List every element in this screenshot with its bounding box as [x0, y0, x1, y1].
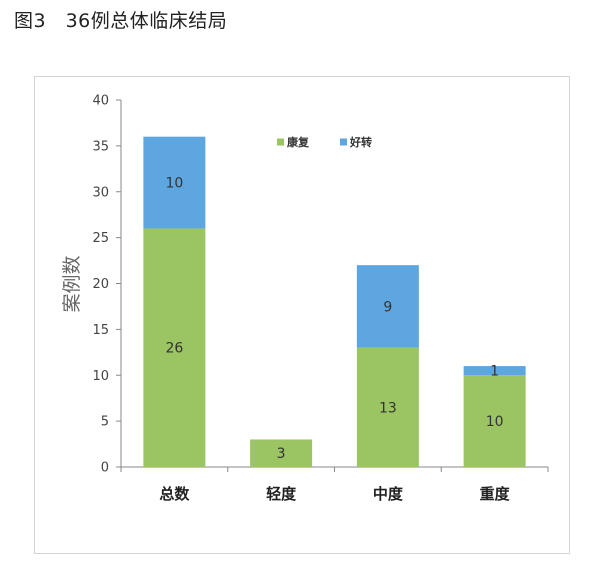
data-label: 13: [379, 400, 397, 416]
data-labels: 26 10 3 13 9 10 1: [165, 176, 503, 463]
bar-segment: [143, 136, 206, 229]
y-tick-label: 15: [92, 323, 109, 338]
bar-segment: [356, 265, 419, 348]
y-tick-label: 20: [92, 277, 109, 292]
bar-segment: [463, 375, 526, 467]
chart-frame: [34, 76, 570, 554]
data-label: 10: [486, 414, 504, 430]
data-label: 9: [383, 299, 392, 315]
y-tick-label: 30: [92, 185, 109, 200]
bar-segment: [143, 228, 206, 467]
y-tick-label: 40: [92, 94, 109, 109]
bar-segment: [250, 439, 313, 467]
data-label: 26: [165, 341, 183, 357]
legend-swatch: [277, 138, 284, 146]
y-tick-label: 0: [101, 461, 109, 476]
x-category-label: 总数: [159, 485, 190, 503]
data-label: 1: [490, 364, 499, 380]
data-label: 3: [277, 446, 286, 462]
data-label: 10: [165, 176, 183, 192]
legend-swatch: [340, 138, 347, 146]
legend: 康复 好转: [277, 135, 372, 149]
y-tick-label: 5: [101, 415, 109, 430]
bar-segment: [356, 347, 419, 467]
bars: [143, 136, 526, 467]
x-category-label: 轻度: [266, 485, 297, 503]
x-category-label: 重度: [480, 485, 511, 503]
legend-label: 康复: [287, 135, 310, 149]
y-tick-label: 35: [92, 139, 109, 154]
figure-caption: 图3 36例总体临床结局: [14, 10, 228, 32]
x-category-label: 中度: [373, 485, 404, 503]
y-axis-label: 案例数: [61, 255, 83, 312]
y-tick-label: 10: [92, 369, 109, 384]
legend-label: 好转: [349, 135, 372, 149]
bar-segment: [463, 366, 526, 376]
y-tick-label: 25: [92, 231, 109, 246]
